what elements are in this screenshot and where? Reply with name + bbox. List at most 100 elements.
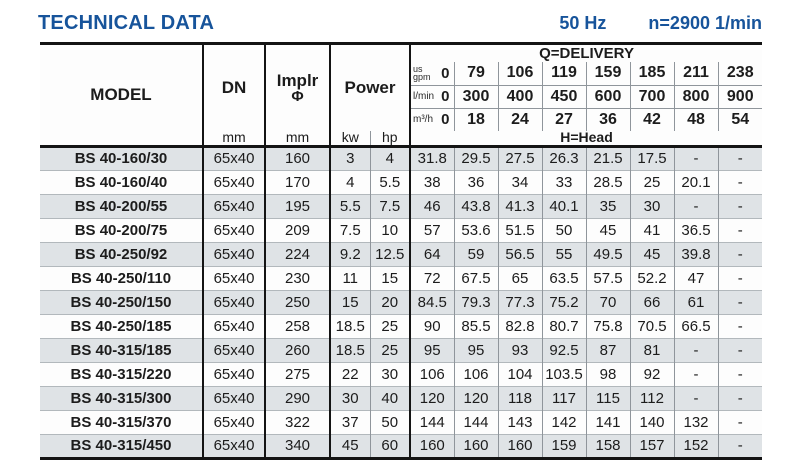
head-cell: 157 xyxy=(629,433,674,458)
head-cell: - xyxy=(673,193,718,218)
table-row: BS 40-200/75 65x40 209 7.5 10 57 53.6 51.5 50 45 4… xyxy=(40,217,763,242)
delivery-flow-cell: 238 xyxy=(717,62,763,86)
head-cell: 46 xyxy=(409,193,454,218)
kw-unit: kw xyxy=(329,131,370,148)
hp-cell: 7.5 xyxy=(369,193,410,218)
head-cell: 25 xyxy=(629,169,674,194)
head-cell: 43.8 xyxy=(453,193,498,218)
head-cell: 95 xyxy=(409,337,454,362)
hp-cell: 20 xyxy=(369,289,410,314)
head-cell: 28.5 xyxy=(585,169,630,194)
hp-cell: 10 xyxy=(369,217,410,242)
head-cell: 26.3 xyxy=(541,145,586,170)
head-cell: 57 xyxy=(409,217,454,242)
head-cell: 160 xyxy=(453,433,498,458)
table-row: BS 40-315/185 65x40 260 18.5 25 95 95 93 92.5 87 8… xyxy=(40,337,763,362)
head-cell: 103.5 xyxy=(541,361,586,386)
head-cell: 104 xyxy=(497,361,542,386)
head-cell: 61 xyxy=(673,289,718,314)
flow-unit-label: l/min xyxy=(413,90,435,102)
head-cell: - xyxy=(673,145,718,170)
model-cell: BS 40-250/92 xyxy=(40,241,203,266)
head-cell: 29.5 xyxy=(453,145,498,170)
head-cell: 132 xyxy=(673,409,718,434)
head-cell: 36.5 xyxy=(673,217,718,242)
dn-cell: 65x40 xyxy=(202,433,265,458)
head-cell: - xyxy=(673,385,718,410)
delivery-flow-cell: 42 xyxy=(629,108,674,131)
dn-cell: 65x40 xyxy=(202,313,265,338)
delivery-title: Q=DELIVERY xyxy=(408,43,763,62)
model-column-header: MODEL xyxy=(40,43,203,148)
hp-cell: 25 xyxy=(369,313,410,338)
head-cell: 117 xyxy=(541,385,586,410)
head-cell: 41.3 xyxy=(497,193,542,218)
delivery-flow-cell: 18 xyxy=(453,108,498,131)
head-cell: 140 xyxy=(629,409,674,434)
kw-cell: 4 xyxy=(329,169,370,194)
head-cell: 72 xyxy=(409,265,454,290)
delivery-zero-cell: m³/h 0 xyxy=(409,108,454,131)
table-row: BS 40-160/30 65x40 160 3 4 31.8 29.5 27.5 26.3 21… xyxy=(40,145,763,170)
delivery-flow-cell: 48 xyxy=(673,108,718,131)
delivery-unit-row: l/min 0 300 400 450 600 700 800 900 xyxy=(40,85,763,109)
head-cell: - xyxy=(673,337,718,362)
head-cell: 93 xyxy=(497,337,542,362)
dn-cell: 65x40 xyxy=(202,217,265,242)
delivery-flow-cell: 185 xyxy=(629,62,674,86)
head-cell: 92 xyxy=(629,361,674,386)
head-cell: 120 xyxy=(453,385,498,410)
head-cell: 160 xyxy=(497,433,542,458)
head-cell: 66.5 xyxy=(673,313,718,338)
head-cell: 40.1 xyxy=(541,193,586,218)
head-label: H=Head xyxy=(408,131,763,148)
table-row: BS 40-315/220 65x40 275 22 30 106 106 104 103.5 9… xyxy=(40,361,763,386)
delivery-flow-cell: 159 xyxy=(585,62,630,86)
model-cell: BS 40-315/300 xyxy=(40,385,203,410)
implr-cell: 250 xyxy=(264,289,330,314)
implr-cell: 230 xyxy=(264,265,330,290)
head-cell: 36 xyxy=(453,169,498,194)
delivery-zero-cell: us gpm 0 xyxy=(409,62,454,86)
head-cell: 75.2 xyxy=(541,289,586,314)
model-cell: BS 40-315/370 xyxy=(40,409,203,434)
head-cell: 64 xyxy=(409,241,454,266)
model-cell: BS 40-250/185 xyxy=(40,313,203,338)
head-cell: 87 xyxy=(585,337,630,362)
dn-cell: 65x40 xyxy=(202,361,265,386)
delivery-flow-cell: 900 xyxy=(717,85,763,109)
head-cell: 21.5 xyxy=(585,145,630,170)
model-cell: BS 40-315/450 xyxy=(40,433,203,458)
head-cell: 34 xyxy=(497,169,542,194)
dn-cell: 65x40 xyxy=(202,145,265,170)
head-cell: 53.6 xyxy=(453,217,498,242)
head-cell: 112 xyxy=(629,385,674,410)
delivery-flow-cell: 36 xyxy=(585,108,630,131)
head-cell: 118 xyxy=(497,385,542,410)
kw-cell: 18.5 xyxy=(329,313,370,338)
head-cell: 70.5 xyxy=(629,313,674,338)
head-cell: 55 xyxy=(541,241,586,266)
head-cell: 120 xyxy=(409,385,454,410)
head-cell: 79.3 xyxy=(453,289,498,314)
head-cell: - xyxy=(717,289,763,314)
kw-cell: 30 xyxy=(329,385,370,410)
delivery-flow-cell: 600 xyxy=(585,85,630,109)
phi-symbol: Φ xyxy=(291,88,304,105)
head-cell: 51.5 xyxy=(497,217,542,242)
head-cell: 106 xyxy=(453,361,498,386)
kw-cell: 5.5 xyxy=(329,193,370,218)
head-cell: 142 xyxy=(541,409,586,434)
flow-unit-label: us gpm xyxy=(413,64,431,83)
implr-cell: 209 xyxy=(264,217,330,242)
model-cell: BS 40-200/55 xyxy=(40,193,203,218)
implr-cell: 322 xyxy=(264,409,330,434)
head-cell: 45 xyxy=(629,241,674,266)
delivery-flow-cell: 106 xyxy=(497,62,542,86)
head-cell: - xyxy=(717,241,763,266)
head-cell: 20.1 xyxy=(673,169,718,194)
head-cell: 38 xyxy=(409,169,454,194)
delivery-flow-cell: 27 xyxy=(541,108,586,131)
hp-unit: hp xyxy=(369,131,410,148)
head-cell: - xyxy=(717,193,763,218)
